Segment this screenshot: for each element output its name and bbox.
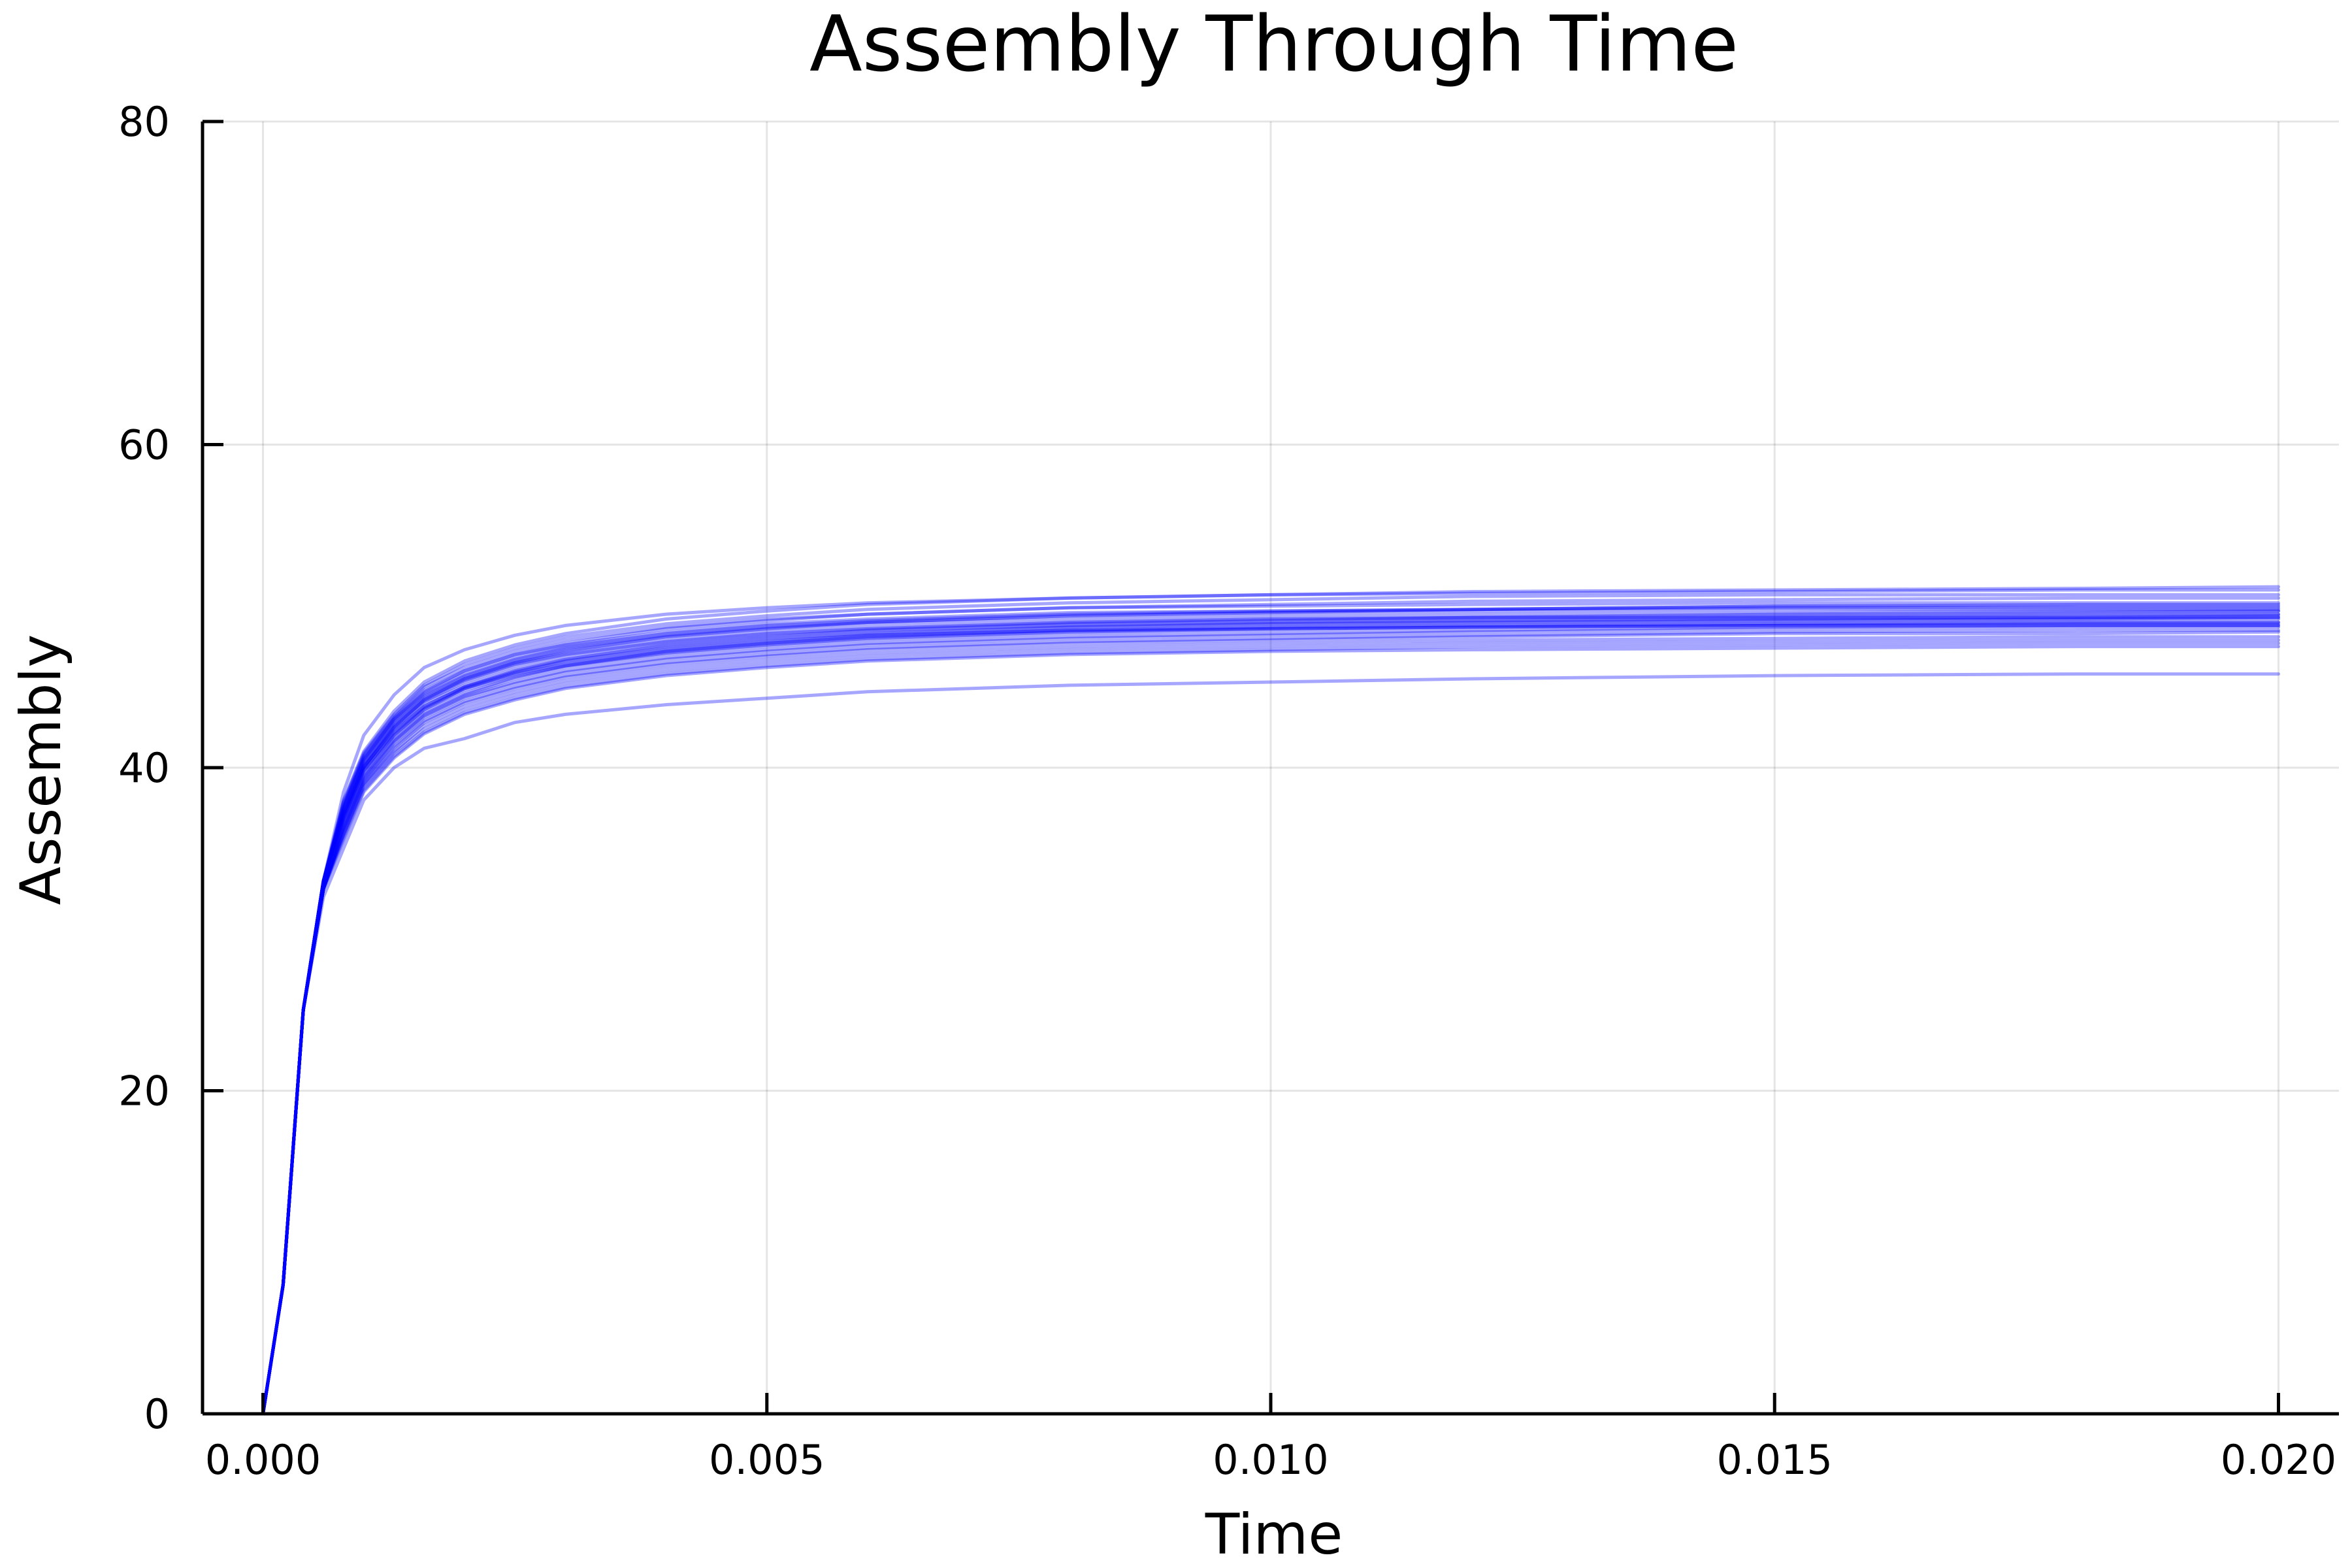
series-line-16: [261, 625, 2280, 1416]
series-line-22: [261, 635, 2280, 1416]
series-line-3: [261, 585, 2280, 1416]
series-line-4: [261, 602, 2280, 1416]
series-line-8: [261, 615, 2280, 1416]
series-line-19: [261, 617, 2280, 1416]
series-line-21: [261, 621, 2280, 1416]
y-tick-label-3: 60: [118, 421, 170, 469]
series-line-27: [261, 608, 2280, 1416]
series-line-29: [261, 672, 2280, 1416]
chart-title: Assembly Through Time: [809, 0, 1739, 89]
series-line-14: [261, 623, 2280, 1416]
series-line-13: [261, 612, 2280, 1416]
x-axis-label: Time: [1205, 1502, 1343, 1567]
axes: [201, 120, 2339, 1416]
series-line-17: [261, 615, 2280, 1416]
series-line-24: [261, 638, 2280, 1416]
series-line-2: [261, 596, 2280, 1416]
y-tick-label-0: 0: [144, 1390, 170, 1438]
series-line-18: [261, 629, 2280, 1416]
tick-labels: 0.000 0.005 0.010 0.015 0.020 0 20 40 60 80: [118, 98, 2336, 1484]
series-line-30: [261, 593, 2280, 1416]
x-tick-label-2: 0.010: [1213, 1436, 1329, 1484]
x-tick-label-1: 0.005: [709, 1436, 825, 1484]
series-line-23: [261, 622, 2280, 1416]
series-line-10: [261, 612, 2280, 1416]
series-line-26: [261, 642, 2280, 1416]
series-line-9: [261, 606, 2280, 1416]
x-tick-label-3: 0.015: [1716, 1436, 1833, 1484]
series-line-7: [261, 604, 2280, 1416]
series-line-5: [261, 601, 2280, 1416]
series-line-20: [261, 630, 2280, 1416]
x-tick-label-4: 0.020: [2221, 1436, 2337, 1484]
series-line-11: [261, 609, 2280, 1416]
series-line-25: [261, 623, 2280, 1416]
x-tick-label-0: 0.000: [205, 1436, 321, 1484]
series-line-1: [261, 588, 2280, 1416]
series-line-28: [261, 645, 2280, 1416]
series-line-15: [261, 614, 2280, 1416]
y-tick-label-1: 20: [118, 1068, 170, 1115]
series-line-6: [261, 609, 2280, 1416]
series-line-12: [261, 621, 2280, 1416]
series-group: [261, 585, 2280, 1416]
y-axis-label: Assembly: [8, 634, 74, 906]
y-tick-label-2: 40: [118, 744, 170, 792]
y-tick-label-4: 80: [118, 98, 170, 146]
